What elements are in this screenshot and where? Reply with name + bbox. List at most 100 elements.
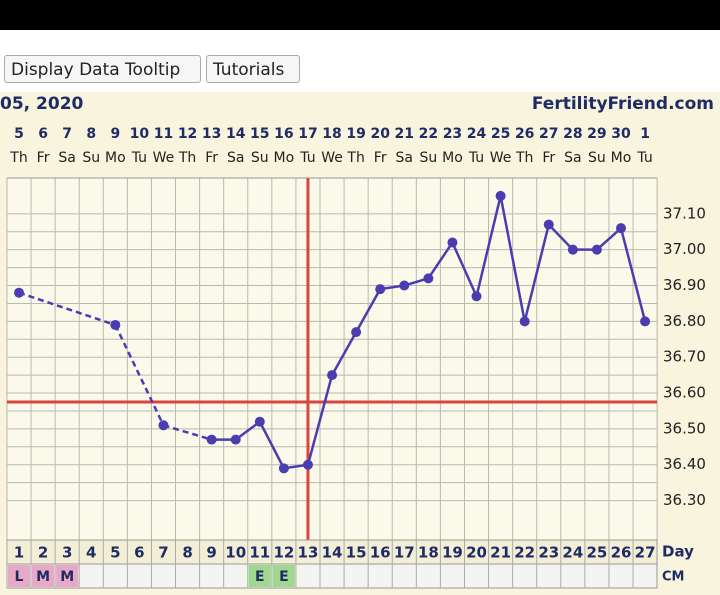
day-row — [6, 539, 658, 565]
line-segment — [596, 227, 622, 251]
temp-point — [519, 316, 530, 327]
date-label: 8 — [86, 126, 96, 142]
cm-label: E — [255, 569, 265, 585]
temp-point — [351, 327, 362, 338]
weekday-label: Fr — [542, 150, 555, 166]
line-segment — [306, 374, 334, 466]
date-label: 5 — [14, 126, 24, 142]
y-tick-label: 37.10 — [663, 204, 706, 222]
cycle-day-label: 7 — [158, 544, 168, 562]
y-tick-label: 36.80 — [663, 312, 706, 330]
weekday-label: Sa — [564, 150, 581, 166]
line-gap-segment — [18, 291, 116, 327]
cycle-day-label: 14 — [322, 544, 343, 562]
temp-point — [471, 291, 482, 302]
cm-cell — [272, 565, 295, 587]
weekday-label: Su — [588, 150, 606, 166]
weekday-label: Su — [419, 150, 437, 166]
day-row-label: Day — [662, 543, 694, 561]
temp-point — [110, 319, 121, 330]
temp-point — [399, 280, 410, 291]
cm-row-label: CM — [662, 570, 684, 585]
cycle-day-label: 15 — [346, 544, 367, 562]
date-label: 9 — [110, 126, 120, 142]
weekday-label: Tu — [468, 150, 484, 166]
line-segment — [330, 331, 358, 376]
weekday-label: Sa — [396, 150, 413, 166]
date-label: 26 — [515, 126, 534, 142]
line-gap-segment — [163, 424, 212, 441]
cycle-day-label: 26 — [611, 544, 632, 562]
cycle-day-label: 20 — [466, 544, 487, 562]
cycle-day-label: 21 — [490, 544, 511, 562]
date-label: 10 — [130, 126, 150, 142]
cycle-day-label: 23 — [538, 544, 559, 562]
weekday-label: Tu — [299, 150, 315, 166]
weekday-label: Fr — [37, 150, 50, 166]
weekday-label: We — [490, 150, 512, 166]
cycle-day-label: 11 — [249, 544, 270, 562]
weekday-label: Sa — [58, 150, 75, 166]
temp-point — [567, 244, 578, 255]
weekday-label: We — [153, 150, 175, 166]
cycle-day-label: 9 — [206, 544, 216, 562]
line-segment — [258, 421, 285, 469]
line-segment — [499, 195, 526, 322]
cycle-day-label: 2 — [38, 544, 48, 562]
cycle-day-label: 22 — [514, 544, 535, 562]
temp-point — [327, 370, 338, 381]
line-segment — [475, 195, 502, 297]
temp-point — [230, 434, 241, 445]
weekday-label: Mo — [442, 150, 463, 166]
tooltip-button[interactable]: Display Data Tooltip — [4, 55, 201, 83]
date-label: 29 — [587, 126, 606, 142]
cm-label: M — [36, 569, 50, 585]
cycle-day-label: 19 — [442, 544, 463, 562]
plot-area — [7, 178, 657, 540]
weekday-label: We — [321, 150, 343, 166]
cycle-day-label: 12 — [273, 544, 294, 562]
line-segment — [427, 241, 454, 280]
line-segment — [355, 288, 382, 333]
cycle-day-label: 10 — [225, 544, 246, 562]
date-label: 16 — [274, 126, 293, 142]
temp-point — [278, 463, 289, 474]
date-label: 6 — [38, 126, 48, 142]
date-label: 22 — [419, 126, 438, 142]
date-label: 19 — [346, 126, 365, 142]
cm-cell — [248, 565, 271, 587]
cycle-day-label: 24 — [562, 544, 583, 562]
line-segment — [523, 224, 550, 322]
line-segment — [451, 242, 478, 297]
temp-point — [495, 190, 506, 201]
weekday-label: Th — [178, 150, 196, 166]
cycle-day-label: 27 — [635, 544, 656, 562]
line-gap-segment — [114, 324, 165, 426]
weekday-label: Tu — [131, 150, 147, 166]
cycle-day-label: 25 — [586, 544, 607, 562]
line-segment — [619, 227, 647, 322]
date-label: 12 — [178, 126, 197, 142]
date-label: 1 — [640, 126, 650, 142]
date-label: 28 — [563, 126, 582, 142]
y-tick-label: 36.30 — [663, 491, 706, 509]
temp-point — [640, 316, 651, 327]
tutorials-button[interactable]: Tutorials — [206, 55, 300, 83]
date-label: 18 — [322, 126, 341, 142]
date-label: 30 — [611, 126, 631, 142]
cycle-day-label: 5 — [110, 544, 120, 562]
temp-point — [616, 223, 626, 234]
y-tick-label: 36.50 — [663, 419, 706, 437]
cm-label: E — [279, 569, 289, 585]
top-bar — [0, 0, 720, 30]
chart: 05, 2020 FertilityFriend.com 36.30 36.40 3… — [0, 92, 720, 595]
site-name: FertilityFriend.com — [532, 94, 714, 114]
date-label: 17 — [298, 126, 317, 142]
cm-cell — [56, 565, 79, 587]
temp-point — [14, 287, 24, 298]
cm-label: L — [15, 569, 24, 585]
weekday-label: Su — [251, 150, 269, 166]
temp-point — [591, 244, 602, 255]
date-label: 21 — [395, 126, 414, 142]
temp-point — [543, 219, 554, 230]
